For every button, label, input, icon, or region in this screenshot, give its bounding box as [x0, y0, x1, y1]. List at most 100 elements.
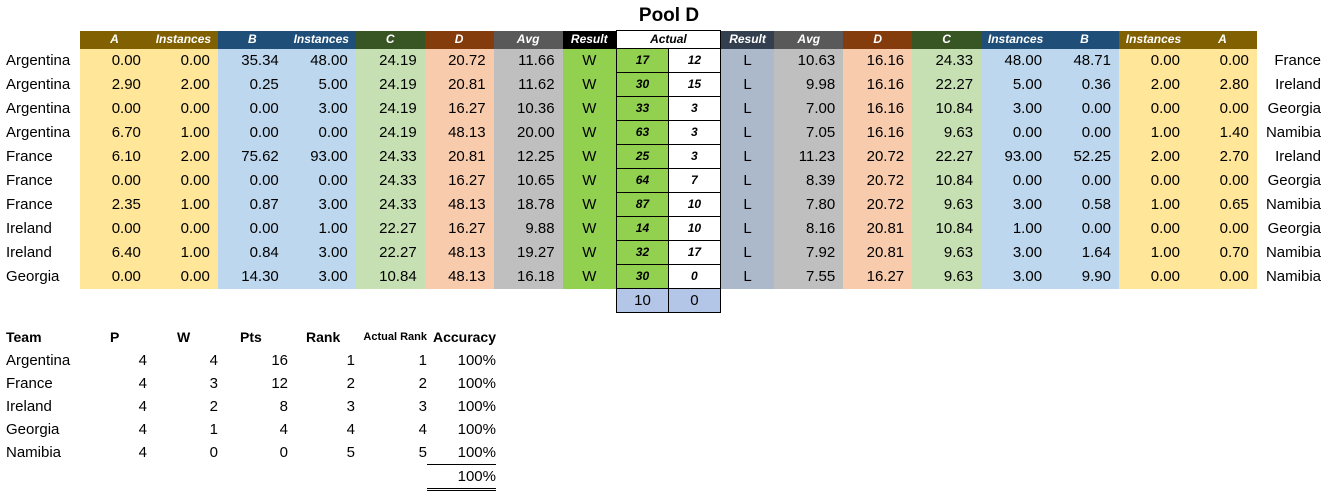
accuracy: 100%	[457, 352, 496, 369]
away-a-instances: 1.00	[1118, 240, 1188, 265]
standings-row: France 4 3 12 2 2 100%	[0, 372, 496, 395]
home-team: Argentina	[6, 52, 71, 69]
away-a-instances: 0.00	[1118, 264, 1188, 289]
home-b-value: 0.87	[217, 192, 287, 217]
standings-table: Team P W Pts Rank Actual Rank Accuracy A…	[0, 326, 496, 491]
away-result: L	[720, 168, 775, 193]
header-instances: Instances	[1118, 30, 1188, 49]
home-result: W	[562, 120, 617, 145]
home-avg: 18.78	[493, 192, 563, 217]
rank: 4	[346, 421, 355, 438]
away-b-value: 0.58	[1050, 192, 1119, 217]
points: 8	[279, 398, 288, 415]
away-team: Namibia	[1265, 244, 1321, 261]
away-a-instances: 0.00	[1118, 168, 1188, 193]
away-a-instances: 2.00	[1118, 144, 1188, 169]
home-avg: 20.00	[493, 120, 563, 145]
away-a-value: 0.00	[1187, 264, 1257, 289]
header-instances: Instances	[981, 30, 1051, 49]
match-row: Argentina 6.70 1.00 0.00 0.00 24.19 48.13 20.00…	[0, 120, 1325, 145]
home-b-instances: 3.00	[286, 192, 356, 217]
match-row: Argentina 0.00 0.00 35.34 48.00 24.19 20.72 11.…	[0, 48, 1325, 73]
header-row: A Instances B Instances C D Avg Result A…	[0, 30, 1325, 49]
home-c-value: 24.19	[355, 48, 425, 73]
away-d-value: 20.72	[843, 168, 913, 193]
actual-rank: 3	[418, 398, 427, 415]
away-result: L	[720, 216, 775, 241]
home-d-value: 48.13	[424, 240, 494, 265]
home-a-instances: 2.00	[148, 72, 218, 97]
actual-rank: 2	[418, 375, 427, 392]
home-result: W	[562, 72, 617, 97]
page-title: Pool D	[638, 5, 700, 26]
home-avg: 10.36	[493, 96, 563, 121]
pool-results-table: A Instances B Instances C D Avg Result A…	[0, 30, 1325, 313]
home-b-instances: 5.00	[286, 72, 356, 97]
home-d-value: 20.72	[424, 48, 494, 73]
home-a-instances: 0.00	[148, 264, 218, 289]
away-d-value: 16.16	[843, 120, 913, 145]
away-b-instances: 3.00	[981, 96, 1051, 121]
home-score: 30	[616, 264, 669, 289]
away-b-value: 0.00	[1050, 96, 1119, 121]
away-b-value: 0.00	[1050, 120, 1119, 145]
away-b-instances: 48.00	[981, 48, 1051, 73]
away-b-instances: 1.00	[981, 216, 1051, 241]
home-a-instances: 0.00	[148, 216, 218, 241]
away-c-value: 9.63	[912, 120, 982, 145]
actual-rank: 1	[418, 352, 427, 369]
home-d-value: 48.13	[424, 264, 494, 289]
home-a-value: 2.90	[79, 72, 149, 97]
away-score: 7	[667, 168, 721, 193]
home-b-value: 0.00	[217, 96, 287, 121]
standings-row: Argentina 4 4 16 1 1 100%	[0, 349, 496, 372]
away-result: L	[720, 192, 775, 217]
home-result: W	[562, 48, 617, 73]
home-team: Argentina	[6, 76, 71, 93]
header-actual: Actual	[616, 30, 721, 49]
away-team: Georgia	[1267, 100, 1321, 117]
points: 4	[279, 421, 288, 438]
home-d-value: 48.13	[424, 120, 494, 145]
home-avg: 11.66	[493, 48, 563, 73]
away-avg: 9.98	[774, 72, 844, 97]
away-score: 12	[667, 48, 721, 73]
home-score: 33	[616, 96, 669, 121]
away-avg: 7.05	[774, 120, 844, 145]
played: 4	[138, 421, 147, 438]
home-a-value: 0.00	[79, 96, 149, 121]
away-team: Namibia	[1265, 124, 1321, 141]
header-accuracy: Accuracy	[432, 329, 496, 345]
away-a-instances: 1.00	[1118, 192, 1188, 217]
away-result: L	[720, 120, 775, 145]
home-wins-total: 10	[616, 288, 669, 313]
home-avg: 16.18	[493, 264, 563, 289]
home-d-value: 20.81	[424, 144, 494, 169]
away-c-value: 10.84	[912, 96, 982, 121]
home-b-value: 35.34	[217, 48, 287, 73]
away-a-instances: 0.00	[1118, 216, 1188, 241]
home-a-value: 6.70	[79, 120, 149, 145]
away-c-value: 9.63	[912, 264, 982, 289]
home-d-value: 48.13	[424, 192, 494, 217]
header-c: C	[912, 30, 982, 49]
points: 12	[271, 375, 288, 392]
home-b-instances: 3.00	[286, 264, 356, 289]
away-a-value: 0.00	[1187, 216, 1257, 241]
home-b-value: 0.25	[217, 72, 287, 97]
match-row: Argentina 0.00 0.00 0.00 3.00 24.19 16.27 10.36…	[0, 96, 1325, 121]
home-avg: 9.88	[493, 216, 563, 241]
home-a-value: 6.40	[79, 240, 149, 265]
away-a-value: 1.40	[1187, 120, 1257, 145]
standings-row: Georgia 4 1 4 4 4 100%	[0, 418, 496, 441]
match-row: Ireland 6.40 1.00 0.84 3.00 22.27 48.13 19.27 W 3…	[0, 240, 1325, 265]
away-b-instances: 93.00	[981, 144, 1051, 169]
team-name: Argentina	[6, 352, 71, 369]
header-b: B	[1050, 30, 1119, 49]
home-result: W	[562, 216, 617, 241]
away-score: 3	[667, 120, 721, 145]
away-result: L	[720, 144, 775, 169]
points: 16	[271, 352, 288, 369]
home-team: France	[6, 148, 53, 165]
away-c-value: 22.27	[912, 72, 982, 97]
